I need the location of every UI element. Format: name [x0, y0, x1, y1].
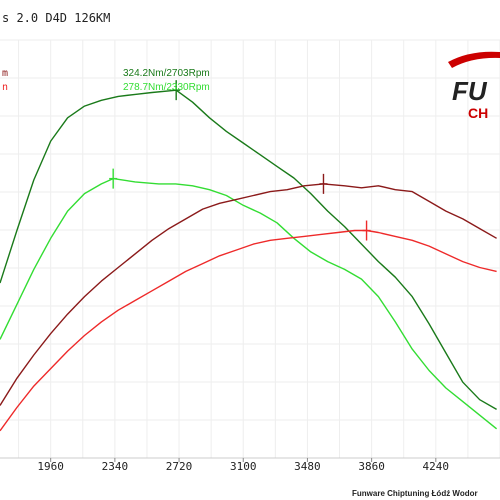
chart-grid	[0, 39, 500, 459]
x-axis-ticks: 1960 2340 2720 3100 3480 3860 4240	[0, 457, 500, 473]
logo-text-top: FU	[452, 76, 488, 106]
x-tick-label: 3860	[358, 460, 385, 473]
series-line-tuned-power	[0, 183, 497, 406]
x-tick-label: 1960	[37, 460, 64, 473]
x-tick-label: 4240	[423, 460, 450, 473]
x-tick-label: 3100	[230, 460, 257, 473]
series-line-tuned-torque	[0, 89, 497, 411]
series-line-stock-power	[0, 229, 497, 432]
footer-credit: Funware Chiptuning Łódź Wodor	[352, 489, 478, 498]
x-tick-label: 2720	[166, 460, 193, 473]
chart-curves	[0, 89, 498, 432]
chart-title: s 2.0 D4D 126KM	[2, 11, 110, 25]
legend-label-bottom: n	[2, 82, 8, 93]
stock-peak-annotation: 278.7Nm/2330Rpm	[123, 82, 210, 93]
logo-text-bottom: CH	[468, 105, 488, 121]
brand-logo: FU CH	[448, 51, 500, 121]
tuned-peak-annotation: 324.2Nm/2703Rpm	[123, 68, 210, 79]
x-tick-label: 3480	[294, 460, 321, 473]
peak-markers	[109, 80, 371, 241]
series-line-stock-torque	[0, 177, 498, 430]
x-tick-label: 2340	[102, 460, 129, 473]
legend-label-top: m	[2, 68, 8, 79]
logo-swoosh-icon	[448, 51, 500, 68]
